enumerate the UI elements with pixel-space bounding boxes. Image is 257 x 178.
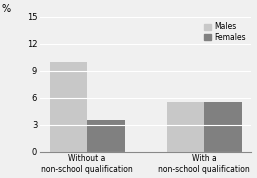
Bar <box>204 102 242 152</box>
Bar <box>87 120 125 152</box>
Bar <box>167 102 204 152</box>
Text: %: % <box>2 4 11 14</box>
Legend: Males, Females: Males, Females <box>203 21 247 43</box>
Bar <box>50 62 87 152</box>
